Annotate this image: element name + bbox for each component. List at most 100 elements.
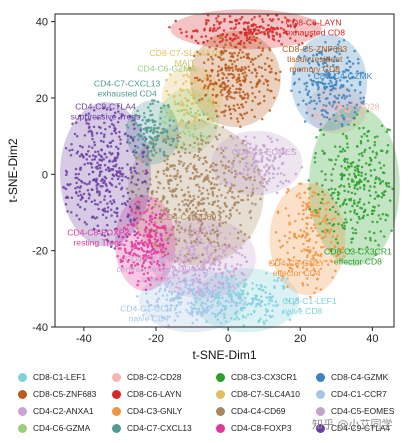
data-point [241, 79, 245, 82]
data-point [214, 101, 218, 104]
data-point [134, 121, 137, 125]
data-point [262, 95, 266, 98]
data-point [101, 185, 104, 188]
data-point [234, 245, 238, 248]
data-point [286, 277, 289, 280]
data-point [323, 109, 327, 112]
data-point [270, 164, 274, 167]
data-point [207, 89, 210, 93]
cluster-label-line: CD8-C7-SLC4A10 [149, 48, 220, 58]
data-point [169, 174, 172, 178]
data-point [109, 195, 112, 198]
x-tick-label: 40 [366, 333, 378, 345]
data-point [79, 179, 83, 183]
data-point [314, 226, 317, 230]
data-point [155, 300, 159, 304]
data-point [183, 229, 187, 232]
data-point [266, 147, 269, 151]
data-point [321, 149, 324, 153]
data-point [178, 231, 181, 234]
data-point [213, 169, 216, 173]
data-point [270, 26, 274, 30]
data-point [124, 175, 127, 179]
data-point [304, 88, 308, 91]
data-point [202, 271, 206, 274]
cluster-label: CD4-C9-CTLA4 suppressive Tregs [71, 101, 141, 121]
data-point [335, 50, 338, 54]
data-point [217, 210, 221, 213]
data-point [365, 134, 369, 138]
data-point [181, 146, 184, 150]
data-point [187, 311, 190, 314]
data-point [309, 226, 313, 230]
data-point [97, 125, 101, 129]
data-point [338, 40, 341, 43]
data-point [91, 158, 94, 161]
data-point [203, 246, 207, 250]
data-point [335, 201, 338, 204]
data-point [198, 189, 201, 193]
data-point [248, 142, 252, 146]
data-point [224, 63, 227, 67]
data-point [253, 136, 256, 139]
data-point [204, 141, 208, 145]
data-point [237, 201, 240, 204]
data-point [116, 171, 119, 175]
data-point [236, 117, 239, 120]
data-point [203, 208, 206, 211]
data-point [386, 128, 389, 131]
data-point [268, 64, 271, 68]
data-point [127, 213, 130, 216]
data-point [353, 209, 356, 212]
data-point [348, 101, 351, 104]
data-point [191, 265, 195, 269]
data-point [174, 102, 177, 106]
data-point [179, 89, 183, 93]
cluster-label: CD4-C2-ANXA1 central memory CD4 in blood [117, 254, 196, 284]
data-point [249, 216, 253, 220]
data-point [356, 168, 360, 171]
data-point [204, 34, 208, 38]
data-point [155, 175, 158, 179]
data-point [207, 99, 210, 102]
cluster-points [156, 92, 221, 149]
data-point [221, 126, 225, 129]
data-point [152, 131, 155, 135]
data-point [103, 207, 107, 211]
data-point [294, 262, 298, 266]
data-point [142, 132, 146, 135]
data-point [199, 148, 203, 151]
legend-entry: CD8-C7-SLC4A10 [216, 388, 316, 400]
data-point [178, 135, 181, 139]
data-point [236, 54, 240, 57]
data-point [217, 300, 220, 303]
data-point [96, 224, 100, 228]
data-point [137, 279, 140, 283]
legend-label: CD8-C1-LEF1 [33, 372, 87, 382]
data-point [231, 39, 234, 42]
data-point [343, 199, 346, 202]
data-point [182, 212, 186, 215]
data-point [346, 117, 349, 120]
data-point [208, 83, 212, 86]
data-point [356, 201, 360, 204]
data-point [359, 141, 363, 145]
legend-entry: CD4-C9-CTLA4 [316, 422, 412, 434]
data-point [132, 116, 136, 119]
data-point [233, 317, 237, 321]
data-point [201, 99, 205, 103]
data-point [101, 114, 104, 117]
data-point [330, 179, 334, 182]
data-point [361, 216, 364, 220]
data-point [332, 63, 335, 67]
data-point [113, 111, 117, 115]
data-point [187, 112, 191, 116]
data-point [200, 142, 203, 146]
data-point [228, 87, 232, 90]
data-point [189, 110, 193, 114]
data-point [346, 80, 349, 83]
data-point [298, 259, 301, 263]
data-point [239, 17, 242, 21]
data-point [318, 99, 322, 103]
